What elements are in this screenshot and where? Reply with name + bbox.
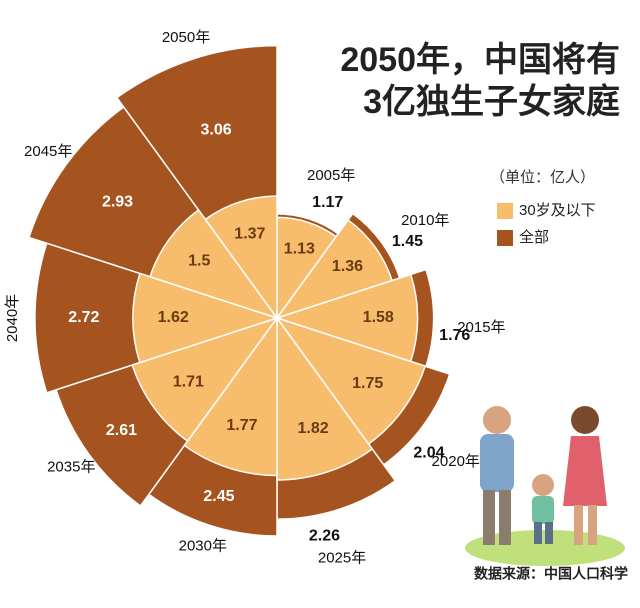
inner-sector	[132, 272, 280, 364]
chart-subtitle: 3亿独生子女家庭	[363, 82, 620, 121]
total-value-label: 2.72	[68, 309, 99, 326]
legend-swatch	[497, 230, 513, 246]
inner-value-label: 1.82	[297, 420, 328, 437]
category-label: 2010年	[401, 212, 449, 229]
inner-sector	[204, 195, 278, 321]
inner-sector	[275, 219, 394, 320]
inner-value-label: 1.36	[332, 258, 363, 275]
inner-value-label: 1.77	[226, 417, 257, 434]
inner-sector	[276, 315, 374, 481]
chart-title: 2050年，中国将有	[340, 41, 620, 79]
legend-label: 30岁及以下	[519, 202, 596, 219]
total-value-label: 2.61	[106, 422, 137, 439]
family-illustration	[465, 406, 625, 566]
total-value-label: 2.93	[102, 193, 133, 210]
category-label: 2005年	[307, 167, 355, 184]
category-label: 2050年	[162, 29, 210, 46]
inner-value-label: 1.37	[234, 226, 265, 243]
category-label: 2040年	[4, 294, 21, 342]
unit-note: （单位：亿人）	[490, 169, 595, 186]
total-value-label: 2.45	[203, 488, 234, 505]
inner-value-label: 1.71	[173, 374, 204, 391]
total-value-label: 2.26	[309, 527, 340, 544]
total-value-label: 1.76	[439, 327, 470, 344]
inner-value-label: 1.13	[284, 240, 315, 257]
total-value-label: 3.06	[201, 122, 232, 139]
category-label: 2015年	[457, 319, 505, 336]
inner-sector	[274, 273, 419, 363]
inner-value-label: 1.75	[352, 375, 383, 392]
inner-sector	[183, 315, 278, 477]
category-label: 2035年	[47, 458, 95, 475]
inner-value-label: 1.58	[363, 309, 394, 326]
legend-label: 全部	[519, 228, 549, 246]
inner-sector	[149, 208, 279, 320]
inner-value-label: 1.5	[188, 253, 210, 270]
total-value-label: 1.17	[312, 194, 343, 211]
total-value-label: 1.45	[392, 233, 423, 250]
legend-swatch	[497, 203, 513, 219]
category-label: 2030年	[179, 537, 227, 554]
inner-sector	[131, 316, 279, 443]
category-label: 2045年	[24, 143, 72, 160]
inner-value-label: 1.62	[158, 309, 189, 326]
category-label: 2025年	[318, 549, 366, 566]
total-value-label: 2.04	[413, 445, 444, 462]
inner-sector	[275, 316, 427, 446]
category-label: 2020年	[432, 453, 480, 470]
source: 数据来源：中国人口科学	[474, 566, 628, 582]
